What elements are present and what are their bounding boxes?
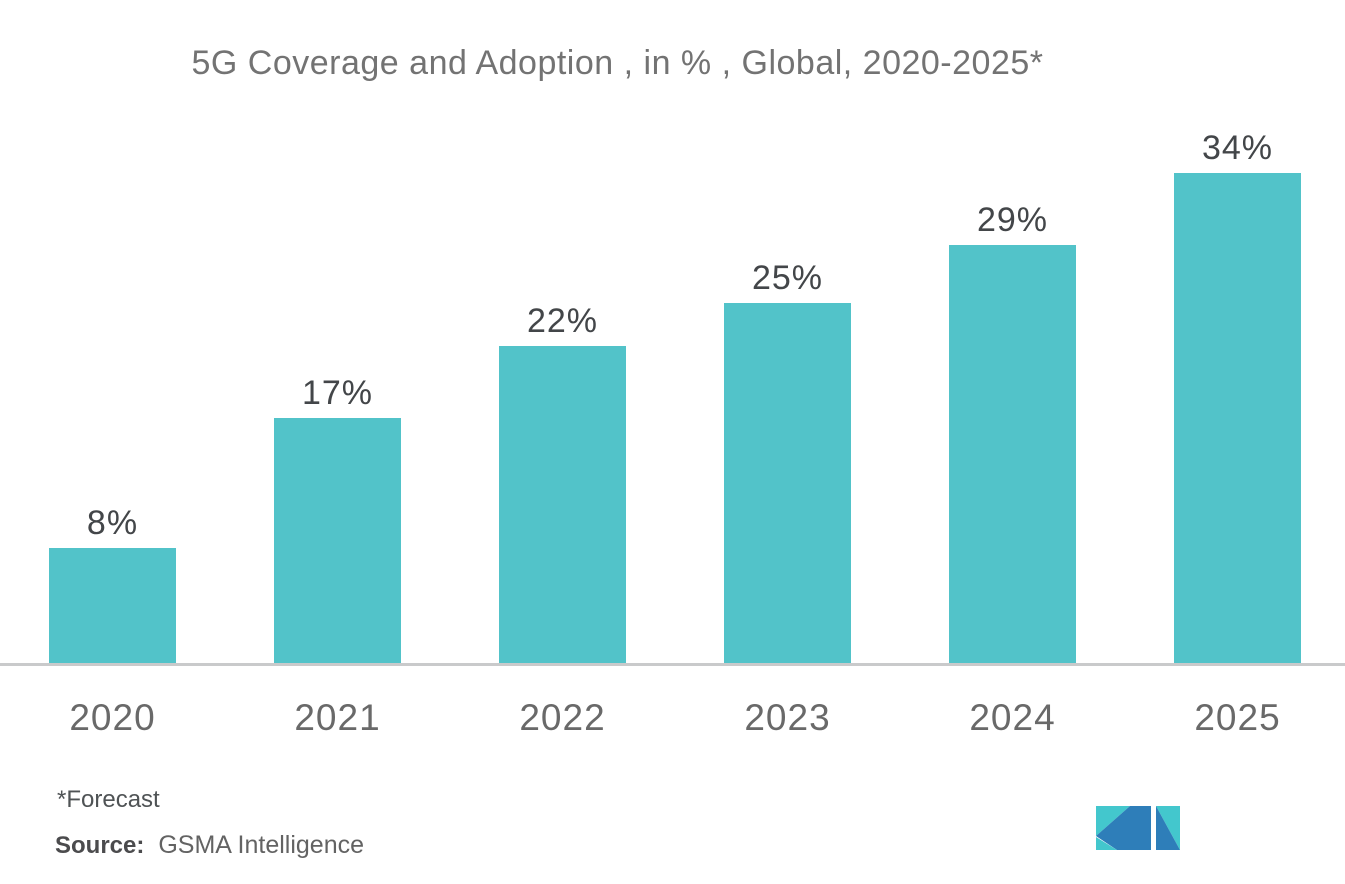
x-axis-line xyxy=(0,663,1345,666)
mordor-intelligence-m-icon xyxy=(1096,806,1180,850)
x-tick-label: 2023 xyxy=(744,697,831,738)
x-tick-label: 2020 xyxy=(69,697,156,738)
bar-value-label: 17% xyxy=(301,374,374,412)
bar-column-2024: 29% xyxy=(900,0,1125,663)
source-label: Source: xyxy=(55,832,145,859)
bar-2022 xyxy=(499,346,626,663)
x-tick-label: 2024 xyxy=(969,697,1056,738)
x-tick-label: 2022 xyxy=(519,697,606,738)
bar-chart-plot-area: 8% 17% 22% 25% 29% 34% xyxy=(0,0,1345,663)
x-axis-tick-labels: 2020 2021 2022 2023 2024 2025 xyxy=(0,697,1345,739)
bar-value-label: 29% xyxy=(976,201,1049,239)
bar-2023 xyxy=(724,303,851,663)
x-tick-label: 2025 xyxy=(1194,697,1281,738)
bar-column-2023: 25% xyxy=(675,0,900,663)
bar-columns: 8% 17% 22% 25% 29% 34% xyxy=(0,0,1345,663)
forecast-footnote: *Forecast xyxy=(57,786,160,813)
source-line: Source: GSMA Intelligence xyxy=(55,831,364,860)
bar-2024 xyxy=(949,245,1076,663)
bar-column-2022: 22% xyxy=(450,0,675,663)
bar-column-2021: 17% xyxy=(225,0,450,663)
bar-value-label: 25% xyxy=(751,259,824,297)
bar-2025 xyxy=(1174,173,1301,663)
source-value: GSMA Intelligence xyxy=(158,831,365,859)
chart-title: 5G Coverage and Adoption , in % , Global… xyxy=(191,44,1044,82)
bar-value-label: 8% xyxy=(86,504,139,542)
mordor-intelligence-logo xyxy=(1096,806,1180,850)
x-tick-label: 2021 xyxy=(294,697,381,738)
bar-value-label: 22% xyxy=(526,302,599,340)
bar-column-2025: 34% xyxy=(1125,0,1345,663)
bar-2021 xyxy=(274,418,401,663)
bar-2020 xyxy=(49,548,176,663)
bar-column-2020: 8% xyxy=(0,0,225,663)
bar-value-label: 34% xyxy=(1201,129,1274,167)
